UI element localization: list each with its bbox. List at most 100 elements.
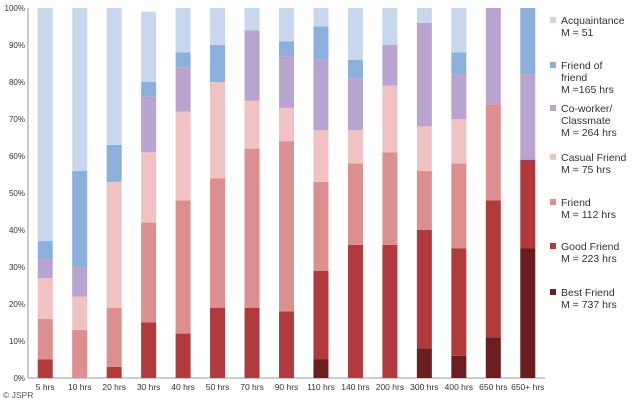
y-tick-label: 10% (9, 337, 25, 346)
x-tick-label: 5 hrs (36, 382, 55, 392)
bar-segment-acquaintance (210, 8, 226, 45)
bar-segment-friend (382, 152, 398, 245)
bar-segment-friend-of-friend (37, 241, 53, 260)
legend-label: Friend of (561, 60, 603, 72)
bar-segment-friend-of-friend (106, 144, 122, 182)
legend-label: M = 223 hrs (561, 253, 617, 265)
legend-swatch (550, 62, 556, 68)
bar-segment-best-friend (520, 248, 536, 378)
x-tick-label: 10 hrs (68, 382, 92, 392)
x-tick-label: 300 hrs (410, 382, 438, 392)
bar-segment-casual-friend (210, 82, 226, 179)
legend-swatch (550, 105, 556, 111)
bar-segment-casual-friend (313, 130, 329, 182)
legend-label: M =165 hrs (561, 84, 614, 96)
x-tick-label: 200 hrs (376, 382, 404, 392)
bar-segment-casual-friend (382, 85, 398, 153)
bar-segment-acquaintance (347, 8, 363, 60)
bar-segment-friend (141, 222, 157, 323)
x-tick-label: 30 hrs (137, 382, 161, 392)
bar-segment-casual-friend (244, 100, 260, 149)
bar-segment-best-friend (313, 359, 329, 378)
bar-segment-friend-of-friend (72, 170, 88, 267)
bar-segment-friend-of-friend (451, 52, 467, 75)
bar-segment-acquaintance (313, 8, 329, 27)
x-tick-label: 650+ hrs (511, 382, 544, 392)
bar-segment-friend (244, 148, 260, 308)
bar-segment-best-friend (485, 337, 501, 378)
y-tick-label: 80% (9, 78, 25, 87)
bar-segment-acquaintance (106, 8, 122, 145)
bar-segment-good-friend (347, 244, 363, 378)
legend-label: Best Friend (561, 287, 615, 299)
bar-segment-acquaintance (416, 8, 432, 23)
bar-segment-good-friend (141, 322, 157, 378)
x-tick-label: 140 hrs (341, 382, 369, 392)
legend-label: Casual Friend (561, 152, 627, 164)
y-tick-label: 90% (9, 41, 25, 50)
x-tick-label: 70 hrs (240, 382, 264, 392)
bar-segment-co-worker-classmate (416, 22, 432, 127)
bar-segment-friend-of-friend (279, 41, 294, 57)
bar-segment-good-friend (313, 270, 329, 360)
bar-segment-co-worker-classmate (37, 259, 53, 279)
bar-segment-casual-friend (416, 126, 432, 171)
legend-label: M = 51 (561, 27, 594, 39)
bar-segment-best-friend (416, 348, 432, 378)
bar-segment-friend-of-friend (520, 8, 536, 75)
bar-segment-friend (485, 104, 501, 201)
y-tick-label: 0% (13, 374, 25, 383)
bar-segment-good-friend (37, 359, 53, 378)
x-tick-label: 90 hrs (275, 382, 299, 392)
y-tick-label: 50% (9, 189, 25, 198)
bar-segment-co-worker-classmate (72, 267, 88, 297)
bar-segment-good-friend (279, 311, 294, 378)
bar-segment-friend-of-friend (347, 59, 363, 79)
y-tick-label: 40% (9, 226, 25, 235)
bar-segment-co-worker-classmate (347, 78, 363, 131)
bar-segment-co-worker-classmate (279, 56, 294, 108)
y-tick-labels: 0% 10% 20% 30% 40% 50% 60% 70% 80% 90% 100% (5, 4, 25, 383)
bar-segment-friend (72, 329, 88, 378)
y-tick-label: 100% (5, 4, 25, 13)
bar-segment-friend (37, 318, 53, 360)
bar-segment-good-friend (175, 333, 191, 378)
bar-segment-friend (347, 163, 363, 245)
bar-segment-casual-friend (347, 130, 363, 164)
x-tick-label: 50 hrs (206, 382, 230, 392)
legend-label: Classmate (561, 115, 611, 127)
bar-segment-good-friend (485, 200, 501, 338)
legend-swatch (550, 17, 556, 23)
bar-segment-casual-friend (175, 111, 191, 201)
bar-segment-acquaintance (244, 8, 260, 31)
bar-segment-friend (416, 170, 432, 230)
legend-swatch (550, 154, 556, 160)
x-tick-label: 40 hrs (171, 382, 195, 392)
bar-segment-acquaintance (141, 11, 157, 83)
bar-segment-friend (313, 181, 329, 271)
bar-segment-good-friend (210, 307, 226, 378)
bar-segment-friend-of-friend (210, 45, 226, 82)
bar-segment-friend (175, 200, 191, 334)
bar-segment-friend (279, 141, 294, 312)
bar-segment-good-friend (106, 366, 122, 378)
legend-swatch (550, 199, 556, 205)
bar-segment-co-worker-classmate (485, 8, 501, 105)
bar-segment-co-worker-classmate (141, 96, 157, 153)
legend-label: M = 112 hrs (561, 209, 616, 221)
bar-segment-co-worker-classmate (313, 59, 329, 131)
bar-segment-acquaintance (451, 8, 467, 53)
bar-segment-co-worker-classmate (382, 45, 398, 86)
bar-segment-casual-friend (141, 152, 157, 223)
legend-label: M = 75 hrs (561, 164, 611, 176)
bar-segment-acquaintance (382, 8, 398, 45)
bar-segment-casual-friend (72, 296, 88, 330)
y-tick-label: 60% (9, 152, 25, 161)
legend-label: Acquaintance (561, 15, 625, 27)
bar-segment-good-friend (382, 244, 398, 378)
bar-segment-good-friend (244, 307, 260, 378)
